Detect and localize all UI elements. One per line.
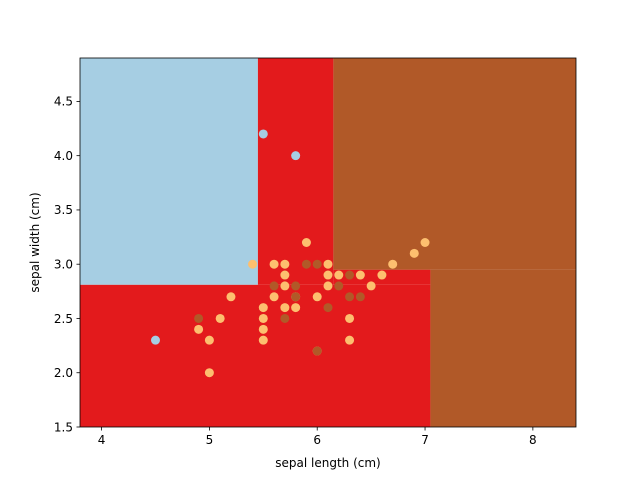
data-point [204,335,214,345]
x-tick-label: 8 [529,433,537,447]
y-tick-label: 4.0 [54,149,73,163]
data-point [345,313,355,323]
data-point [366,281,376,291]
data-point [388,259,398,269]
region-brown [430,269,576,427]
data-point [291,151,301,161]
data-point [355,292,365,302]
data-point [258,313,268,323]
data-point [280,313,290,323]
data-point [323,281,333,291]
data-point [248,259,258,269]
data-point [301,259,311,269]
y-tick-label: 3.0 [54,258,73,272]
x-axis-label: sepal length (cm) [275,456,380,470]
data-point [420,238,430,247]
x-tick-label: 6 [313,433,321,447]
data-point [194,324,204,334]
y-axis-label: sepal width (cm) [28,192,42,292]
plot-frame [79,57,577,428]
y-tick-label: 2.0 [54,366,73,380]
data-point [409,248,419,258]
data-point [301,238,311,247]
data-point [323,270,333,280]
data-point [291,292,301,302]
data-point [312,259,322,269]
x-axis-ticks: 4 5 6 7 8 [98,427,537,447]
data-point [258,303,268,313]
region-red [257,58,334,285]
data-point [194,313,204,323]
region-brown [333,58,576,270]
data-point [258,324,268,334]
y-axis-ticks: 1.5 2.0 2.5 3.0 3.5 4.0 4.5 [54,95,80,434]
data-point [312,292,322,302]
data-point [345,335,355,345]
data-point [334,281,344,291]
y-tick-label: 3.5 [54,203,73,217]
data-point [323,303,333,313]
data-point [215,313,225,323]
data-point [312,346,322,356]
y-tick-label: 4.5 [54,95,73,109]
data-points [150,129,430,378]
data-point [377,270,387,280]
data-point [269,259,279,269]
data-point [280,281,290,291]
y-tick-label: 2.5 [54,312,73,326]
data-point [291,303,301,313]
x-tick-label: 4 [98,433,106,447]
data-point [334,270,344,280]
data-point [280,270,290,280]
x-tick-label: 5 [206,433,214,447]
data-point [355,270,365,280]
data-point [150,335,160,345]
data-point [280,259,290,269]
data-point [258,129,268,139]
data-point [269,292,279,302]
data-point [226,292,236,302]
data-point [323,259,333,269]
decision-regions [80,58,576,427]
data-point [345,292,355,302]
data-point [291,281,301,291]
data-point [258,335,268,345]
data-point [204,368,214,378]
region-red [80,284,431,427]
data-point [269,281,279,291]
data-point [345,270,355,280]
region-light-blue [80,58,258,285]
x-tick-label: 7 [421,433,429,447]
y-tick-label: 1.5 [54,420,73,434]
data-point [280,303,290,313]
